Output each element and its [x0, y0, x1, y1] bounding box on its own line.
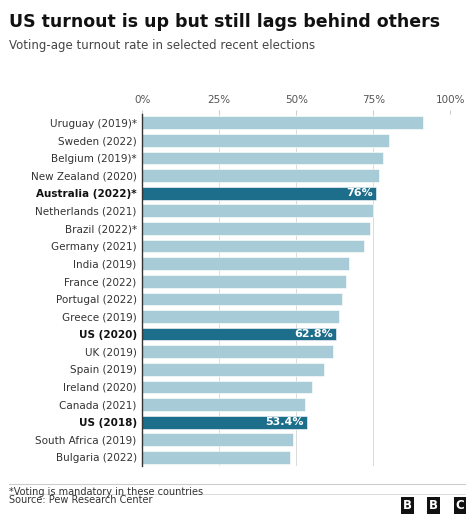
Bar: [142, 152, 383, 164]
Text: 76%: 76%: [346, 188, 373, 198]
Bar: [142, 222, 370, 235]
Text: B: B: [429, 499, 438, 512]
Bar: [142, 451, 290, 464]
Bar: [142, 381, 311, 393]
Bar: [142, 240, 364, 252]
Text: C: C: [456, 499, 464, 512]
Bar: [142, 416, 307, 428]
Text: Source: Pew Research Center: Source: Pew Research Center: [9, 495, 153, 505]
Text: Voting-age turnout rate in selected recent elections: Voting-age turnout rate in selected rece…: [9, 39, 316, 52]
Bar: [142, 310, 339, 323]
Bar: [142, 346, 333, 358]
Text: 62.8%: 62.8%: [294, 329, 333, 339]
Bar: [142, 205, 373, 217]
Bar: [142, 293, 342, 305]
Text: 53.4%: 53.4%: [265, 417, 304, 427]
Bar: [142, 328, 336, 340]
Text: US turnout is up but still lags behind others: US turnout is up but still lags behind o…: [9, 13, 441, 31]
Bar: [142, 117, 422, 129]
Bar: [142, 187, 376, 199]
Bar: [142, 434, 293, 446]
Text: B: B: [403, 499, 412, 512]
Bar: [142, 134, 389, 147]
Text: *Voting is mandatory in these countries: *Voting is mandatory in these countries: [9, 487, 204, 497]
Bar: [142, 169, 379, 182]
Bar: [142, 398, 305, 411]
Bar: [142, 257, 348, 270]
Bar: [142, 363, 324, 376]
Bar: [142, 275, 346, 287]
